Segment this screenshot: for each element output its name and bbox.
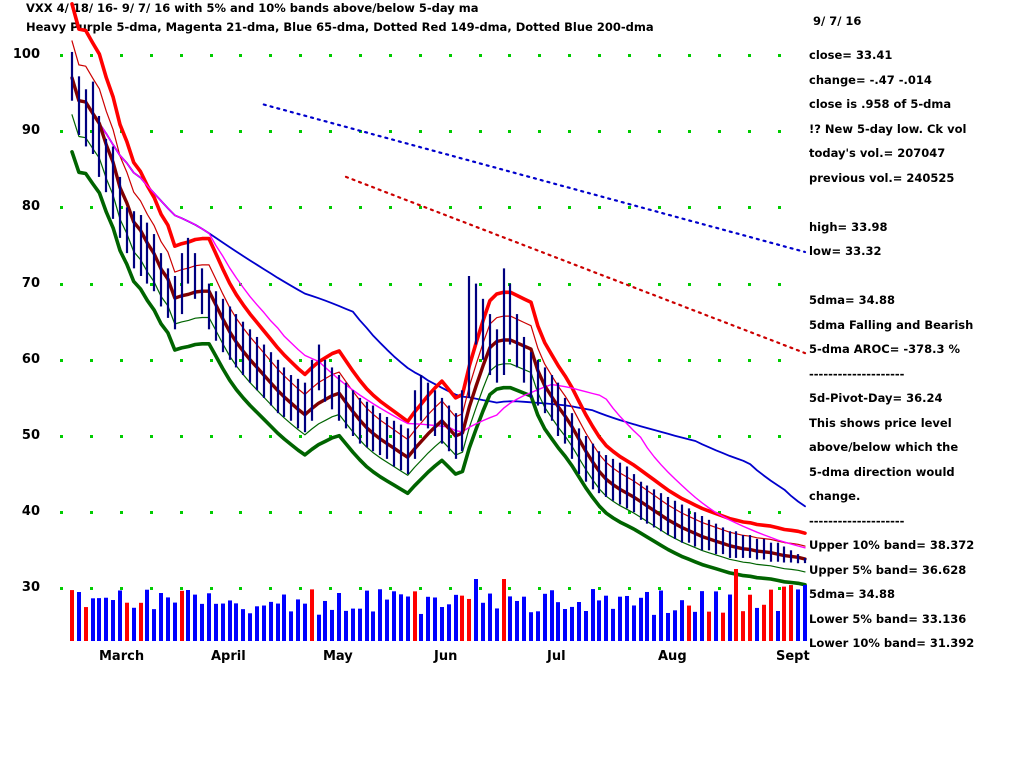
panel-stat-line: above/below which the [809,440,959,454]
y-axis-tick-label: 30 [21,580,40,596]
gridline-dots [60,54,781,590]
panel-stat-line: Lower 5% band= 33.136 [809,611,967,626]
panel-stat-line: Upper 10% band= 38.372 [809,538,975,552]
chart-subtitle: Heavy Purple 5-dma, Magenta 21-dma, Blue… [26,20,654,34]
panel-stat-line: change. [809,489,861,503]
y-axis-tick-label: 70 [21,275,40,291]
y-axis-tick-label: 60 [21,351,40,367]
y-axis-tick-label: 40 [21,504,40,520]
panel-stat-line: !? New 5-day low. Ck vol [809,121,967,136]
panel-stat-line: 5dma= 34.88 [809,587,895,601]
x-axis-month-label: May [323,649,353,664]
panel-stat-line: 5d-Pivot-Day= 36.24 [809,391,943,405]
panel-stat-line: 5-dma direction would [809,464,955,479]
y-axis-tick-label: 100 [12,47,40,62]
x-axis-month-label: Sept [776,649,810,664]
panel-stat-line: 5-dma AROC= -378.3 % [809,342,961,356]
chart-series-layer [70,2,807,587]
x-axis-month-label: March [99,649,145,664]
panel-stat-line: Lower 10% band= 31.392 [809,636,975,650]
panel-stat-line: today's vol.= 207047 [809,146,946,160]
panel-stat-line: close is .958 of 5-dma [809,97,952,111]
volume-bars-layer [70,569,807,641]
x-axis-month-label: Jul [547,649,566,664]
panel-stat-line: close= 33.41 [809,48,893,62]
panel-date: 9/ 7/ 16 [813,14,862,28]
panel-stat-line: high= 33.98 [809,219,888,234]
chart-title: VXX 4/ 18/ 16- 9/ 7/ 16 with 5% and 10% … [26,1,479,15]
panel-stat-line: low= 33.32 [809,244,882,258]
panel-stat-line: -------------------- [809,513,905,528]
y-axis-tick-label: 90 [21,123,40,139]
x-axis-month-label: Jun [434,649,458,664]
panel-stat-line: Upper 5% band= 36.628 [809,562,967,577]
y-axis-tick-label: 80 [21,199,40,215]
panel-stat-line: -------------------- [809,366,905,381]
panel-stat-line: change= -.47 -.014 [809,72,932,87]
panel-stat-line: This shows price level [809,415,952,430]
y-axis-tick-label: 50 [21,428,40,443]
x-axis-month-label: April [211,649,246,664]
panel-stat-line: 5dma= 34.88 [809,293,895,307]
x-axis-month-label: Aug [658,649,687,664]
panel-stat-line: 5dma Falling and Bearish [809,317,974,332]
panel-stat-line: previous vol.= 240525 [809,170,955,185]
